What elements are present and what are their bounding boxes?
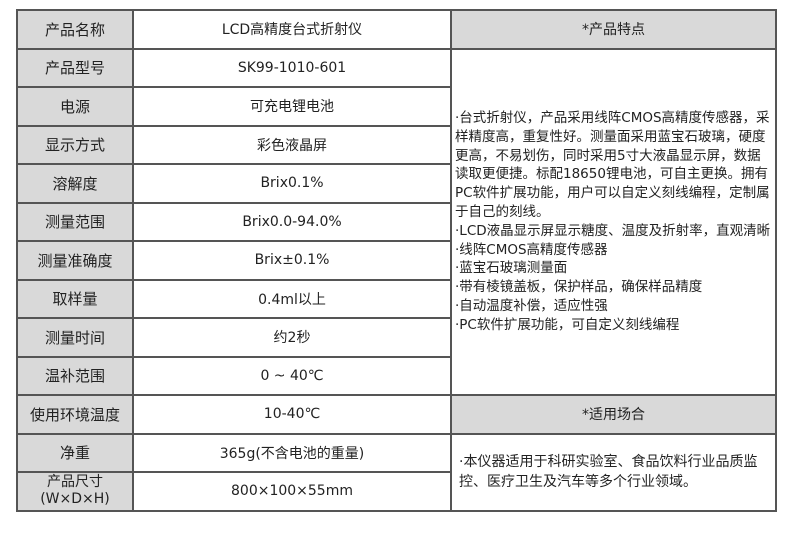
spec-label: 使用环境温度 bbox=[16, 394, 134, 435]
applications-cell: ·本仪器适用于科研实验室、食品饮料行业品质监控、医疗卫生及汽车等多个行业领域。 bbox=[450, 432, 777, 512]
spec-value: Brix±0.1% bbox=[132, 240, 452, 281]
spec-label-unit: (W×D×H) bbox=[40, 491, 110, 508]
applications-title: *适用场合 bbox=[450, 394, 777, 435]
table-row: 产品型号 SK99-1010-601 ·台式折射仪，产品采用线阵CMOS高精度传… bbox=[16, 47, 777, 396]
table-row: 使用环境温度 10-40℃ *适用场合 bbox=[16, 394, 777, 435]
spec-label: 测量时间 bbox=[16, 317, 134, 358]
spec-value: 365g(不含电池的重量) bbox=[132, 432, 452, 473]
table-row: 取样量 0.4ml以上 bbox=[16, 278, 776, 319]
feature-item: ·带有棱镜盖板，保护样品，确保样品精度 bbox=[455, 279, 703, 296]
spec-label: 产品名称 bbox=[16, 9, 134, 50]
table-row: 产品尺寸 (W×D×H) 800×100×55mm bbox=[16, 471, 776, 512]
spec-value: 10-40℃ bbox=[132, 394, 452, 435]
table-row: 净重 365g(不含电池的重量) ·本仪器适用于科研实验室、食品饮料行业品质监控… bbox=[16, 432, 777, 512]
feature-item: ·线阵CMOS高精度传感器 bbox=[455, 241, 608, 258]
spec-label: 产品型号 bbox=[16, 47, 134, 88]
spec-label: 电源 bbox=[16, 86, 134, 127]
spec-label: 取样量 bbox=[16, 278, 134, 319]
spec-value: 彩色液晶屏 bbox=[132, 124, 452, 165]
spec-label: 温补范围 bbox=[16, 355, 134, 396]
table-row: 温补范围 0 ~ 40℃ bbox=[16, 355, 776, 396]
features-cell: ·台式折射仪，产品采用线阵CMOS高精度传感器，采样精度高，重复性好。测量面采用… bbox=[450, 47, 777, 396]
table-row: 溶解度 Brix0.1% bbox=[16, 163, 776, 204]
table-row: 测量准确度 Brix±0.1% bbox=[16, 240, 776, 281]
feature-item: ·自动温度补偿，适应性强 bbox=[455, 297, 608, 314]
spec-value: 0 ~ 40℃ bbox=[132, 355, 452, 396]
table-row: 测量范围 Brix0.0-94.0% bbox=[16, 201, 776, 242]
feature-item: ·LCD液晶显示屏显示糖度、温度及折射率，直观清晰 bbox=[455, 222, 771, 239]
spec-value: 800×100×55mm bbox=[132, 471, 452, 512]
feature-item: ·PC软件扩展功能，可自定义刻线编程 bbox=[455, 316, 680, 333]
feature-item: ·蓝宝石玻璃测量面 bbox=[455, 260, 568, 277]
spec-table: 产品名称 LCD高精度台式折射仪 *产品特点 产品型号 SK99-1010-60… bbox=[16, 9, 777, 512]
spec-label: 测量范围 bbox=[16, 201, 134, 242]
table-row: 产品名称 LCD高精度台式折射仪 *产品特点 bbox=[16, 9, 777, 50]
spec-value: 约2秒 bbox=[132, 317, 452, 358]
spec-label: 溶解度 bbox=[16, 163, 134, 204]
spec-label: 净重 bbox=[16, 432, 134, 473]
spec-value: Brix0.1% bbox=[132, 163, 452, 204]
table-row: 电源 可充电锂电池 bbox=[16, 86, 776, 127]
table-row: 显示方式 彩色液晶屏 bbox=[16, 124, 776, 165]
spec-value: Brix0.0-94.0% bbox=[132, 201, 452, 242]
spec-value: 0.4ml以上 bbox=[132, 278, 452, 319]
spec-value: 可充电锂电池 bbox=[132, 86, 452, 127]
features-title: *产品特点 bbox=[450, 9, 777, 50]
spec-label: 显示方式 bbox=[16, 124, 134, 165]
feature-item: ·台式折射仪，产品采用线阵CMOS高精度传感器，采样精度高，重复性好。测量面采用… bbox=[455, 109, 770, 220]
spec-label-line: 产品尺寸 bbox=[47, 474, 103, 491]
spec-value: SK99-1010-601 bbox=[132, 47, 452, 88]
spec-label: 测量准确度 bbox=[16, 240, 134, 281]
spec-label: 产品尺寸 (W×D×H) bbox=[16, 471, 134, 512]
table-row: 测量时间 约2秒 bbox=[16, 317, 776, 358]
applications-text: ·本仪器适用于科研实验室、食品饮料行业品质监控、医疗卫生及汽车等多个行业领域。 bbox=[459, 454, 758, 490]
spec-value: LCD高精度台式折射仪 bbox=[132, 9, 452, 50]
